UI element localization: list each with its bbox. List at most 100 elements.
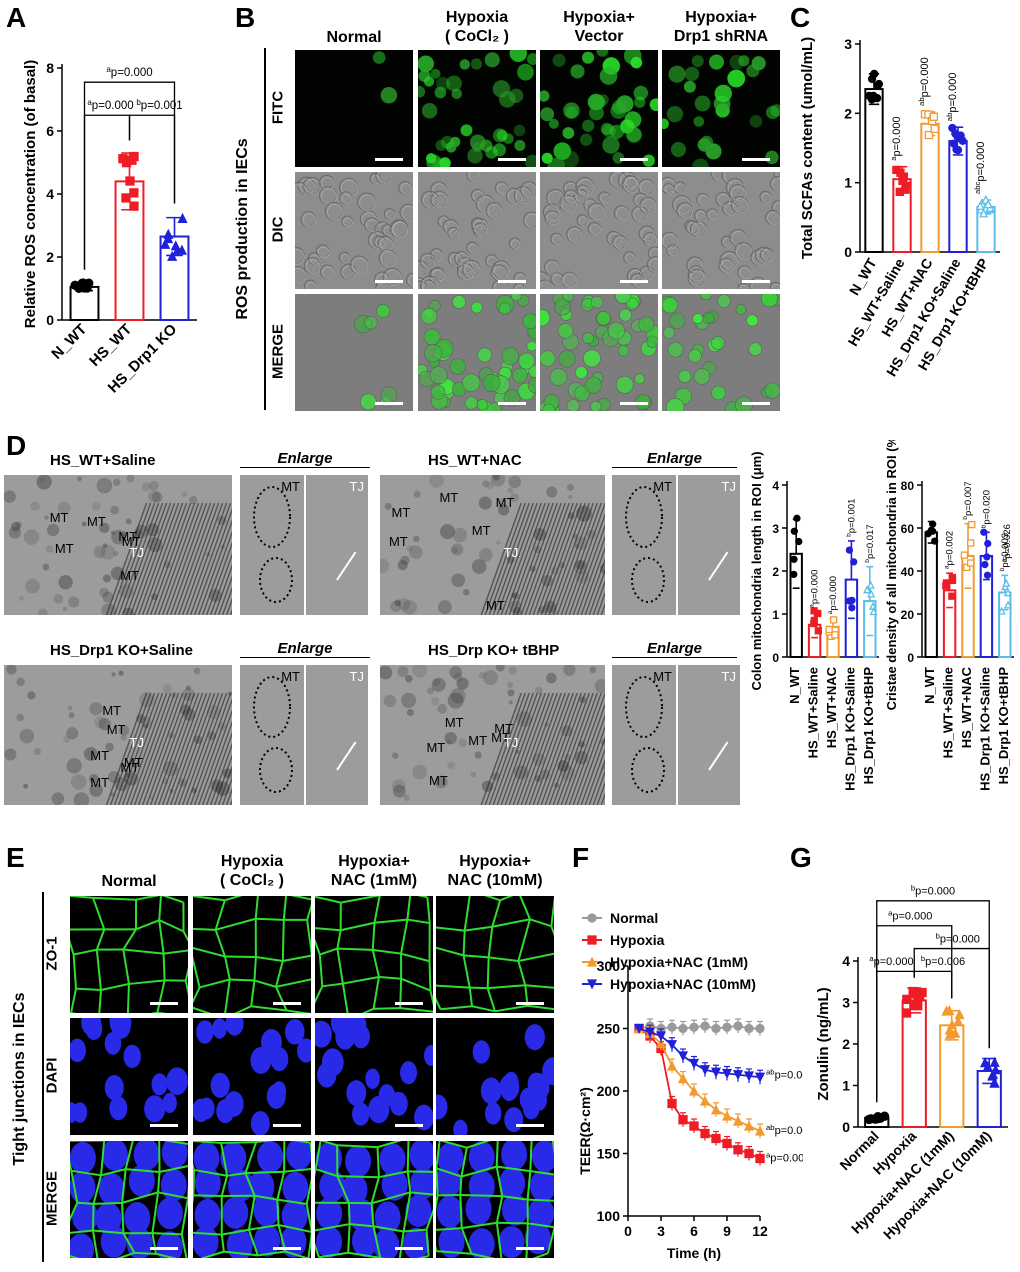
mt-label: MT bbox=[106, 721, 126, 737]
x-tick-label: 6 bbox=[690, 1223, 698, 1239]
micrograph bbox=[70, 1141, 188, 1258]
column-header: Normal bbox=[285, 28, 423, 47]
chart-a: Relative ROS concentration (of basal) 0 2 4… bbox=[22, 60, 197, 396]
column-header: Hypoxia+ Vector bbox=[530, 8, 668, 46]
scale-bar bbox=[516, 1247, 544, 1250]
enlarge-image: TJ bbox=[306, 665, 368, 805]
column-header-line: Normal bbox=[101, 873, 157, 890]
p-value-label: ap=0.000 bbox=[809, 570, 821, 608]
mt-label: MT bbox=[90, 748, 110, 764]
mt-label: MT bbox=[120, 760, 140, 776]
micrograph bbox=[436, 1018, 554, 1135]
data-point bbox=[960, 551, 969, 559]
column-header-line: NAC (1mM) bbox=[330, 872, 418, 889]
micrograph bbox=[540, 172, 658, 289]
data-point bbox=[942, 579, 951, 587]
data-point bbox=[950, 1027, 961, 1038]
p-value-label: abp=0.000 bbox=[766, 1067, 803, 1081]
column-header-line: NAC (10mM) bbox=[447, 872, 543, 889]
data-point bbox=[125, 176, 135, 186]
data-point bbox=[1003, 588, 1012, 597]
p-value-label: bp=0.001 bbox=[845, 499, 857, 537]
data-point bbox=[1003, 600, 1013, 609]
legend-marker bbox=[587, 935, 597, 945]
data-point bbox=[848, 596, 856, 605]
micrograph-texture bbox=[540, 50, 658, 167]
p-value-label: bp=0.017 bbox=[864, 524, 876, 562]
bar bbox=[942, 589, 957, 659]
tem-image: MT MT MT MT MT MT TJ bbox=[4, 475, 232, 615]
enlarge-image: TJ bbox=[678, 665, 740, 805]
tem-title: HS_Drp KO+ tBHP bbox=[428, 642, 560, 659]
enlarge-texture bbox=[336, 741, 357, 771]
bar bbox=[979, 554, 994, 658]
y-tick-label: 2 bbox=[844, 105, 852, 121]
data-point bbox=[743, 1120, 755, 1131]
p-value-label: ap=0.000 bbox=[869, 954, 913, 968]
sig-bracket bbox=[913, 947, 990, 1049]
data-point bbox=[754, 1072, 766, 1083]
data-point bbox=[902, 994, 912, 1005]
y-tick-label: 0 bbox=[772, 651, 779, 665]
micrograph-texture bbox=[70, 1018, 188, 1135]
data-point bbox=[732, 1115, 744, 1126]
row-label: DIC bbox=[269, 216, 287, 242]
y-tick-label: 4 bbox=[772, 479, 779, 493]
data-point bbox=[722, 1022, 732, 1032]
p-value-label: ap=0.000 bbox=[827, 576, 839, 614]
column-header: Hypoxia ( CoCl₂ ) bbox=[408, 8, 546, 46]
legend-label: Hypoxia+NAC (1mM) bbox=[610, 954, 748, 970]
scale-bar bbox=[150, 1124, 178, 1127]
bar bbox=[924, 531, 938, 658]
micrograph bbox=[70, 1018, 188, 1135]
y-axis-label: Relative ROS concentration (of basal) bbox=[22, 60, 39, 328]
data-point bbox=[699, 1065, 711, 1076]
y-tick-label: 100 bbox=[597, 1208, 621, 1224]
panel-letter-e: E bbox=[6, 842, 25, 873]
y-axis-label: Zonulin (ng/mL) bbox=[815, 987, 832, 1100]
data-point bbox=[744, 1148, 754, 1159]
data-point bbox=[711, 1133, 721, 1144]
data-point bbox=[790, 527, 798, 535]
micrograph-texture bbox=[193, 896, 311, 1013]
column-header-line: Hypoxia+ bbox=[459, 853, 531, 870]
data-point bbox=[732, 1070, 744, 1081]
p-value-label: bp=0.020 bbox=[980, 490, 992, 528]
data-point bbox=[790, 570, 798, 579]
data-point bbox=[981, 560, 989, 569]
x-tick-label: 9 bbox=[723, 1223, 731, 1239]
data-point bbox=[744, 1023, 754, 1034]
data-point bbox=[966, 559, 975, 567]
mt-label: MT bbox=[120, 567, 140, 583]
scale-bar bbox=[498, 158, 526, 161]
sig-bracket bbox=[913, 970, 953, 999]
data-point bbox=[929, 520, 937, 528]
data-point bbox=[848, 604, 856, 612]
micrograph bbox=[436, 1141, 554, 1258]
micrograph-texture bbox=[315, 1018, 433, 1135]
category-label: HS_WT+Saline bbox=[806, 667, 821, 758]
data-point bbox=[869, 607, 878, 616]
micrograph-texture bbox=[315, 1141, 433, 1258]
y-tick-label: 6 bbox=[46, 123, 54, 139]
micrograph bbox=[662, 50, 780, 167]
y-tick-label: 2 bbox=[842, 1036, 850, 1052]
micrograph bbox=[662, 172, 780, 289]
data-point bbox=[163, 228, 174, 239]
tem-texture bbox=[380, 475, 605, 615]
chart-f-teer: Normal Hypoxia Hypoxia+NAC (1mM) Hypoxia+NA… bbox=[577, 910, 803, 1261]
data-point bbox=[1002, 578, 1011, 587]
data-point bbox=[700, 1128, 710, 1139]
y-tick-label: 0 bbox=[842, 1119, 850, 1135]
column-header-line: Drp1 shRNA bbox=[673, 28, 769, 45]
y-axis-label: Colon mitochondria length in ROI (μm) bbox=[749, 451, 764, 690]
scale-bar bbox=[742, 280, 770, 283]
y-tick-label: 80 bbox=[901, 479, 915, 493]
p-value-label: bp=0.003 bbox=[999, 533, 1011, 571]
scale-bar bbox=[742, 158, 770, 161]
row-label: MERGE bbox=[269, 323, 287, 379]
data-point bbox=[793, 514, 801, 522]
data-point bbox=[956, 131, 965, 140]
data-point bbox=[70, 280, 80, 290]
scale-bar bbox=[395, 1247, 423, 1250]
